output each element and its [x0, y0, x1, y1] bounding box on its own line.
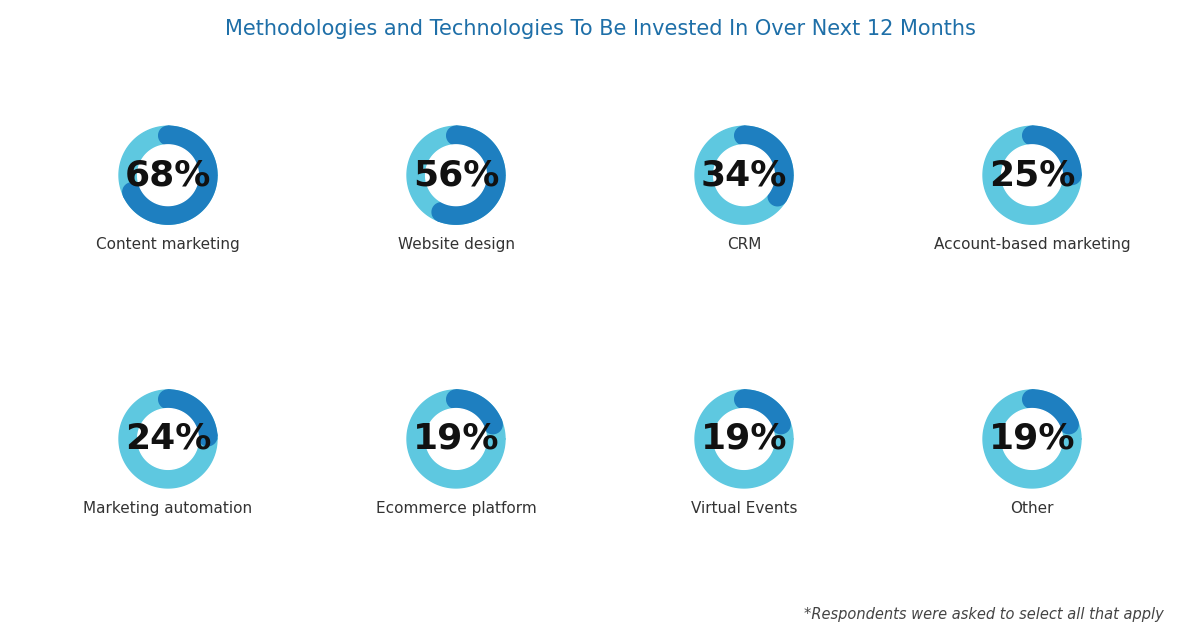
- Polygon shape: [407, 390, 505, 488]
- Text: Account-based marketing: Account-based marketing: [934, 237, 1130, 252]
- Text: 19%: 19%: [413, 422, 499, 456]
- Text: Methodologies and Technologies To Be Invested In Over Next 12 Months: Methodologies and Technologies To Be Inv…: [224, 19, 976, 39]
- Polygon shape: [432, 203, 451, 222]
- Text: 19%: 19%: [701, 422, 787, 456]
- Polygon shape: [138, 145, 198, 205]
- Polygon shape: [695, 390, 793, 488]
- Polygon shape: [744, 126, 793, 202]
- Polygon shape: [484, 415, 502, 434]
- Polygon shape: [119, 390, 217, 488]
- Polygon shape: [124, 126, 217, 224]
- Polygon shape: [744, 390, 790, 428]
- Polygon shape: [772, 415, 790, 434]
- Polygon shape: [446, 390, 466, 409]
- Polygon shape: [714, 409, 774, 469]
- Polygon shape: [407, 126, 505, 224]
- Text: Virtual Events: Virtual Events: [691, 501, 797, 516]
- Polygon shape: [122, 183, 142, 202]
- Polygon shape: [1032, 126, 1081, 175]
- Polygon shape: [1022, 126, 1042, 145]
- Text: 24%: 24%: [125, 422, 211, 456]
- Text: 34%: 34%: [701, 158, 787, 192]
- Polygon shape: [714, 145, 774, 205]
- Polygon shape: [119, 126, 217, 224]
- Text: Ecommerce platform: Ecommerce platform: [376, 501, 536, 516]
- Polygon shape: [138, 409, 198, 469]
- Polygon shape: [158, 126, 178, 145]
- Polygon shape: [1060, 415, 1078, 434]
- Polygon shape: [438, 126, 505, 224]
- Text: Other: Other: [1010, 501, 1054, 516]
- Text: 68%: 68%: [125, 158, 211, 192]
- Polygon shape: [1032, 390, 1078, 428]
- Polygon shape: [734, 390, 754, 409]
- Polygon shape: [734, 126, 754, 145]
- Polygon shape: [426, 409, 486, 469]
- Text: 19%: 19%: [989, 422, 1075, 456]
- Text: Content marketing: Content marketing: [96, 237, 240, 252]
- Polygon shape: [198, 427, 217, 446]
- Polygon shape: [983, 390, 1081, 488]
- Text: CRM: CRM: [727, 237, 761, 252]
- Polygon shape: [983, 126, 1081, 224]
- Polygon shape: [426, 145, 486, 205]
- Text: *Respondents were asked to select all that apply: *Respondents were asked to select all th…: [804, 607, 1164, 622]
- Text: 56%: 56%: [413, 158, 499, 192]
- Polygon shape: [446, 126, 466, 145]
- Text: 25%: 25%: [989, 158, 1075, 192]
- Polygon shape: [695, 126, 793, 224]
- Polygon shape: [768, 187, 787, 206]
- Text: Website design: Website design: [397, 237, 515, 252]
- Polygon shape: [1002, 409, 1062, 469]
- Polygon shape: [1002, 145, 1062, 205]
- Polygon shape: [168, 390, 217, 437]
- Polygon shape: [1062, 166, 1081, 185]
- Polygon shape: [158, 390, 178, 409]
- Polygon shape: [1022, 390, 1042, 409]
- Text: Marketing automation: Marketing automation: [84, 501, 252, 516]
- Polygon shape: [456, 390, 502, 428]
